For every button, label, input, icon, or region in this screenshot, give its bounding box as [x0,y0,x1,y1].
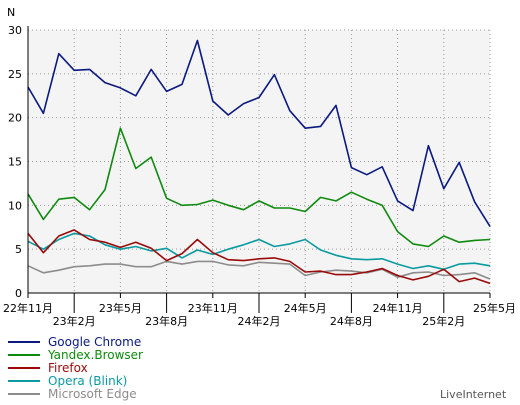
y-tick-label: 5 [15,243,22,256]
x-tick-label: 24年2月 [238,314,281,328]
series-lines [27,39,491,285]
credit-label: LiveInternet [440,388,507,401]
legend-label: Firefox [48,361,88,375]
y-tick-label: 10 [8,199,22,212]
x-tick-label: 25年2月 [422,314,465,328]
x-tick-label: 23年2月 [53,314,96,328]
x-tick-label: 23年8月 [145,314,188,328]
series-line-microsoft-edge [27,260,491,280]
legend-label: Opera (Blink) [48,374,127,388]
series-line-opera-blink [27,232,491,271]
legend-label: Yandex.Browser [47,348,143,362]
x-tick-labels: 22年11月23年2月23年5月23年8月23年11月24年2月24年5月24年… [3,301,516,328]
series-line-firefox [27,229,491,285]
y-axis-label: N [7,6,15,19]
axes [27,26,491,313]
legend-label: Google Chrome [48,335,141,349]
legend-label: Microsoft Edge [48,387,137,401]
series-line-google-chrome [27,39,491,227]
series-line-yandex-browser [27,127,491,248]
x-tick-label: 24年11月 [373,301,423,315]
x-tick-label: 25年5月 [473,301,516,315]
grid [28,29,491,293]
x-tick-label: 22年11月 [3,301,53,315]
y-tick-label: 25 [8,68,22,81]
y-tick-label: 30 [8,24,22,37]
x-tick-label: 23年5月 [99,301,142,315]
y-tick-label: 15 [8,156,22,169]
y-tick-label: 20 [8,112,22,125]
y-tick-label: 0 [15,287,22,300]
legend: Google ChromeYandex.BrowserFirefoxOpera … [8,335,143,401]
x-tick-label: 23年11月 [188,301,238,315]
x-tick-label: 24年8月 [330,314,373,328]
y-tick-labels: 0 5 10 15 20 25 30 [8,24,22,300]
x-tick-label: 24年5月 [284,301,327,315]
